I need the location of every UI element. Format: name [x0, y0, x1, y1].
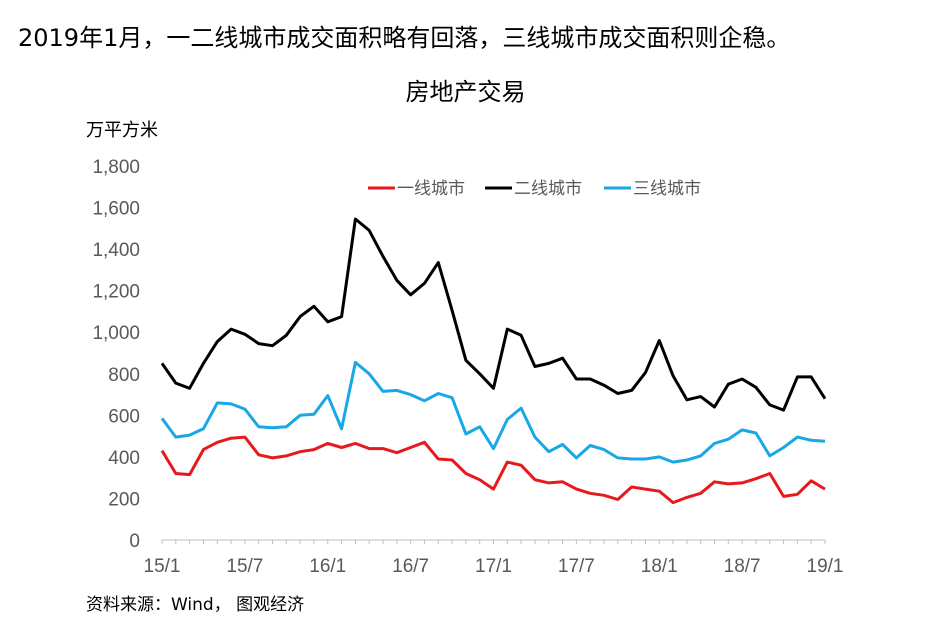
y-tick-label: 1,200: [92, 282, 140, 303]
y-axis-unit-label: 万平方米: [86, 120, 158, 141]
chart-title: 房地产交易: [405, 78, 526, 106]
x-tick-label: 15/1: [144, 556, 181, 577]
source-note: 资料来源：Wind， 图观经济: [86, 595, 305, 615]
y-tick-label: 1,400: [92, 240, 140, 261]
headline: 2019年1月，一二线城市成交面积略有回落，三线城市成交面积则企稳。: [18, 24, 791, 52]
legend-label: 二线城市: [514, 179, 582, 199]
x-tick-label: 17/7: [558, 556, 595, 577]
y-tick-label: 0: [129, 531, 140, 552]
x-tick-label: 15/7: [226, 556, 263, 577]
x-tick-label: 16/1: [309, 556, 346, 577]
y-tick-label: 1,600: [92, 199, 140, 220]
y-tick-label: 400: [108, 448, 140, 469]
x-axis-tick-marks: [161, 540, 826, 544]
y-axis-ticks: 0 200 400 600 800 1,000 1,200 1,400 1,600 1,800: [92, 157, 140, 552]
x-tick-label: 19/1: [807, 556, 844, 577]
legend-label: 一线城市: [397, 179, 465, 199]
series-lines: [160, 217, 827, 505]
x-axis-tick-labels: 15/1 15/7 16/1 16/7 17/1 17/7 18/1 18/7 19/1: [144, 556, 844, 577]
y-tick-label: 200: [108, 489, 140, 510]
series-line-一线城市: [160, 435, 826, 505]
legend: 一线城市 二线城市 三线城市: [368, 179, 701, 199]
y-tick-label: 600: [108, 406, 140, 427]
y-tick-label: 1,000: [92, 323, 140, 344]
series-line-二线城市: [160, 217, 827, 412]
x-tick-label: 16/7: [392, 556, 429, 577]
y-tick-label: 800: [108, 365, 140, 386]
y-tick-label: 1,800: [92, 157, 140, 178]
x-tick-label: 18/1: [641, 556, 678, 577]
series-line-三线城市: [160, 360, 826, 464]
x-tick-label: 17/1: [475, 556, 512, 577]
x-tick-label: 18/7: [724, 556, 761, 577]
legend-label: 三线城市: [633, 179, 701, 199]
